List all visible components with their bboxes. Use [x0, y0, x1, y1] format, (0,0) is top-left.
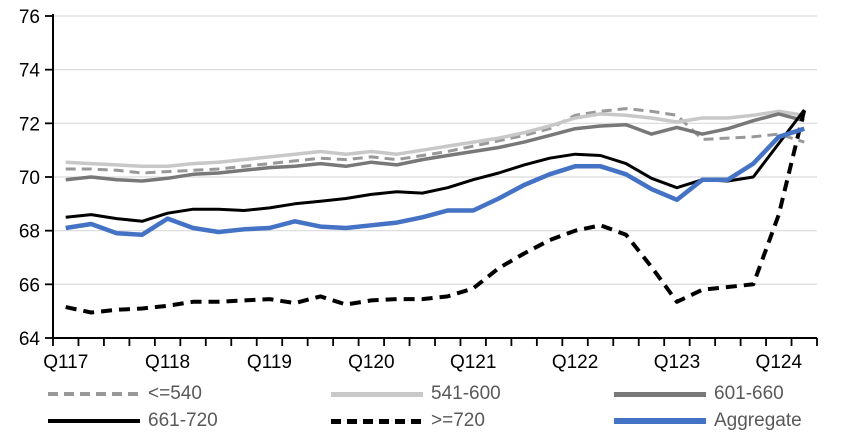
legend-label: 541-600 [431, 383, 501, 404]
x-axis-label-Q120: Q120 [348, 352, 394, 373]
y-axis-label-66: 66 [19, 275, 40, 296]
series-line-541-600 [65, 109, 805, 169]
y-axis-label-76: 76 [19, 7, 40, 28]
y-axis-label-74: 74 [19, 61, 41, 82]
legend-item-lte540: <=540 [48, 383, 202, 405]
x-axis-label-Q121: Q121 [450, 352, 496, 373]
y-axis-label-70: 70 [19, 168, 40, 189]
legend-line-sample-gte720 [331, 418, 423, 424]
series-line--540 [65, 107, 805, 175]
line-chart: 64 66 68 70 72 74 76 Q117 Q118 Q119 Q120 Q121 Q122 Q1… [19, 7, 818, 373]
x-axis-label-Q119: Q119 [247, 352, 292, 373]
legend-label: Aggregate [714, 410, 802, 431]
legend-line-sample-601-660 [614, 391, 706, 397]
legend-item-aggregate: Aggregate [614, 410, 802, 432]
x-axis-label-Q117: Q117 [43, 352, 88, 373]
x-axis-label-Q118: Q118 [145, 352, 190, 373]
legend-label: 661-720 [148, 410, 218, 431]
y-axis-label-64: 64 [19, 329, 41, 350]
series-line-601-660 [65, 112, 805, 183]
legend-line-sample-541-600 [331, 391, 423, 397]
legend-item-gte720: >=720 [331, 410, 485, 432]
legend-label: <=540 [148, 383, 202, 404]
legend-line-sample-aggregate [614, 418, 706, 424]
series-line-661-720 [65, 108, 806, 223]
legend-item-601-660: 601-660 [614, 383, 784, 405]
y-axis-label-68: 68 [19, 222, 40, 243]
legend-item-541-600: 541-600 [331, 383, 501, 405]
legend-line-sample-lte540 [48, 392, 140, 396]
legend-line-sample-661-720 [48, 419, 140, 423]
y-axis-label-72: 72 [19, 114, 40, 135]
x-axis-label-Q122: Q122 [552, 352, 598, 373]
x-axis-label-Q124: Q124 [756, 352, 803, 373]
legend-label: >=720 [431, 410, 485, 431]
x-axis-label-Q123: Q123 [654, 352, 700, 373]
series-line--720 [65, 109, 807, 315]
legend-item-661-720: 661-720 [48, 410, 218, 432]
legend-label: 601-660 [714, 383, 784, 404]
series-line-aggregate [65, 126, 805, 237]
